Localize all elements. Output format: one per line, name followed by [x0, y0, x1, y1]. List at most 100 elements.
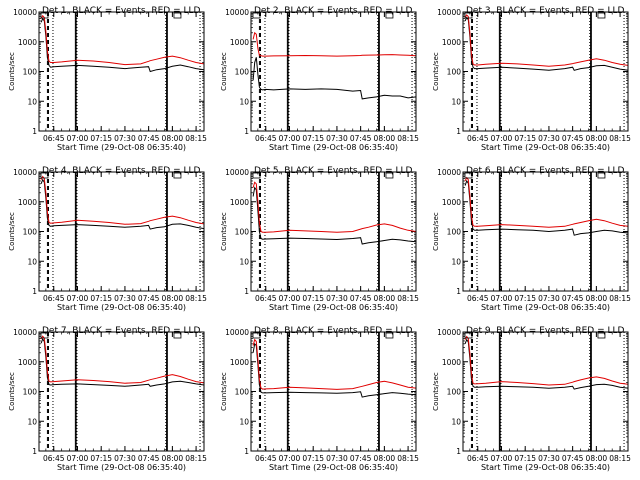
- y-tick-label: 100: [447, 228, 462, 237]
- flag-box: [464, 12, 473, 19]
- flag-box: [40, 12, 49, 19]
- y-tick-label: 10000: [437, 168, 461, 177]
- x-axis-label: Start Time (29-Oct-08 06:35:40): [57, 463, 186, 472]
- y-axis-label: Counts/sec: [220, 212, 228, 251]
- y-tick-label: 100: [235, 388, 250, 397]
- x-tick-label: 08:15: [185, 134, 207, 143]
- plot-title: Det 7, BLACK = Events, RED = LLD: [42, 326, 201, 336]
- series-line-events: [40, 17, 204, 73]
- plot-frame: [462, 331, 629, 452]
- series-line-lld: [252, 338, 416, 390]
- plot-title: Det 1, BLACK = Events, RED = LLD: [42, 6, 201, 16]
- x-tick-label: 08:15: [185, 454, 207, 463]
- y-tick-label: 10000: [13, 8, 37, 17]
- plot-title: Det 4, BLACK = Events, RED = LLD: [42, 166, 201, 176]
- series-line-events: [464, 16, 628, 71]
- x-tick-label: 08:00: [162, 134, 184, 143]
- y-tick-label: 1: [32, 447, 37, 456]
- detector-plot-8: Det 8, BLACK = Events, RED = LLD 1 10 100 10…: [220, 326, 419, 472]
- x-tick-label: 07:45: [350, 454, 372, 463]
- series-line-lld: [464, 335, 628, 386]
- y-tick-label: 10000: [225, 168, 249, 177]
- y-tick-label: 1000: [442, 38, 461, 47]
- x-tick-label: 06:45: [43, 294, 65, 303]
- y-tick-label: 10: [239, 257, 249, 266]
- x-axis-label: Start Time (29-Oct-08 06:35:40): [57, 303, 186, 312]
- plot-frame: [250, 11, 417, 132]
- y-tick-label: 1: [456, 287, 461, 296]
- plot-frame: [250, 331, 417, 452]
- flag-box: [173, 12, 182, 19]
- x-tick-label: 07:15: [90, 454, 112, 463]
- series-line-events: [252, 186, 416, 245]
- x-tick-label: 07:15: [302, 294, 324, 303]
- x-tick-label: 07:30: [538, 454, 560, 463]
- x-tick-label: 07:15: [90, 294, 112, 303]
- plot-frame: [462, 11, 629, 132]
- x-tick-label: 07:30: [114, 294, 136, 303]
- y-tick-label: 100: [447, 388, 462, 397]
- x-tick-label: 08:15: [397, 134, 419, 143]
- detector-plot-6: Det 6, BLACK = Events, RED = LLD 1 10 100 10…: [432, 166, 631, 312]
- y-tick-label: 10: [239, 97, 249, 106]
- y-axis-label: Counts/sec: [8, 52, 16, 91]
- x-tick-label: 07:00: [491, 134, 513, 143]
- x-tick-label: 07:30: [114, 134, 136, 143]
- x-tick-label: 07:45: [138, 454, 160, 463]
- y-tick-label: 10: [451, 257, 461, 266]
- x-tick-label: 07:45: [350, 294, 372, 303]
- plot-frame: [38, 171, 205, 292]
- plot-title: Det 8, BLACK = Events, RED = LLD: [254, 326, 413, 336]
- x-axis-label: Start Time (29-Oct-08 06:35:40): [269, 463, 398, 472]
- flag-box: [597, 172, 606, 179]
- x-tick-label: 06:45: [467, 134, 489, 143]
- x-tick-label: 08:00: [374, 294, 396, 303]
- x-tick-label: 07:45: [562, 294, 584, 303]
- x-tick-label: 08:15: [397, 454, 419, 463]
- y-tick-label: 10: [451, 97, 461, 106]
- y-tick-label: 10: [239, 417, 249, 426]
- x-tick-label: 07:00: [279, 134, 301, 143]
- y-tick-label: 100: [23, 228, 38, 237]
- x-tick-label: 07:30: [326, 294, 348, 303]
- x-axis-label: Start Time (29-Oct-08 06:35:40): [57, 143, 186, 152]
- series-line-lld: [464, 14, 628, 67]
- flag-box: [385, 12, 394, 19]
- x-tick-label: 07:15: [514, 454, 536, 463]
- x-tick-label: 07:15: [514, 134, 536, 143]
- x-tick-label: 07:15: [302, 454, 324, 463]
- x-tick-label: 07:15: [302, 134, 324, 143]
- x-tick-label: 06:45: [43, 454, 65, 463]
- x-tick-label: 07:30: [326, 134, 348, 143]
- y-tick-label: 10000: [437, 8, 461, 17]
- series-line-lld: [252, 181, 416, 233]
- x-tick-label: 07:15: [90, 134, 112, 143]
- y-axis-label: Counts/sec: [432, 52, 440, 91]
- detector-plot-4: Det 4, BLACK = Events, RED = LLD 1 10 100 10…: [8, 166, 207, 312]
- y-tick-label: 10: [27, 417, 37, 426]
- x-tick-label: 08:00: [374, 454, 396, 463]
- detector-plot-9: Det 9, BLACK = Events, RED = LLD 1 10 100 10…: [432, 326, 631, 472]
- y-tick-label: 1000: [230, 358, 249, 367]
- x-tick-label: 06:45: [43, 134, 65, 143]
- y-axis-label: Counts/sec: [220, 372, 228, 411]
- x-tick-label: 07:45: [138, 294, 160, 303]
- x-tick-label: 08:00: [586, 294, 608, 303]
- plot-title: Det 9, BLACK = Events, RED = LLD: [466, 326, 625, 336]
- flag-box: [173, 332, 182, 339]
- y-tick-label: 1: [244, 447, 249, 456]
- x-tick-label: 08:15: [185, 294, 207, 303]
- series-line-events: [252, 57, 416, 100]
- flag-box: [40, 332, 49, 339]
- y-tick-label: 100: [23, 68, 38, 77]
- x-tick-label: 08:00: [586, 454, 608, 463]
- flag-box: [385, 332, 394, 339]
- x-tick-label: 07:00: [67, 134, 89, 143]
- flag-box: [597, 332, 606, 339]
- y-tick-label: 1000: [18, 198, 37, 207]
- y-tick-label: 1000: [442, 358, 461, 367]
- y-tick-label: 10000: [225, 328, 249, 337]
- x-tick-label: 08:15: [609, 134, 631, 143]
- detector-plot-2: Det 2, BLACK = Events, RED = LLD 1 10 100 10…: [220, 6, 419, 152]
